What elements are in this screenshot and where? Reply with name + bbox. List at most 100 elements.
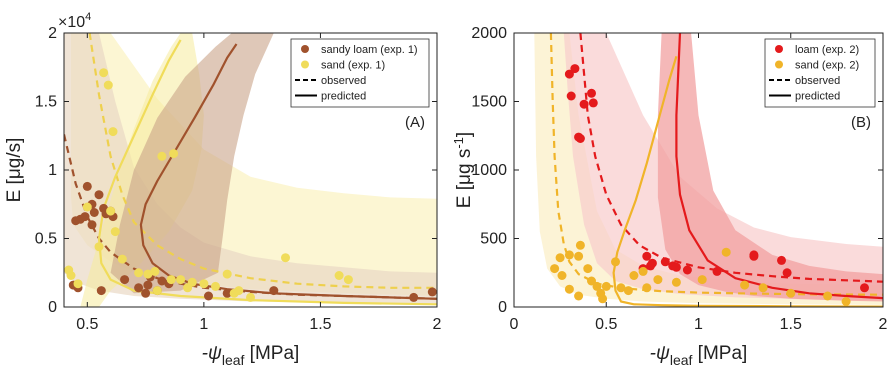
legend-label: sandy loam (exp. 1) [321,44,418,56]
y-tick-label: 1 [48,162,57,179]
legend: loam (exp. 2) sand (exp. 2) observed predic… [764,38,876,108]
data-point [671,277,681,287]
data-point [574,291,584,301]
data-point [642,283,652,293]
series-loam-exp-2 [564,64,869,293]
data-point [860,283,869,293]
data-point [117,254,127,264]
data-point [575,240,585,250]
legend-item-sand-exp-2: sand (exp. 2) [775,60,859,72]
data-point [587,88,596,98]
panel-a: 0.5 1 1.5 200.511.52×104-ψleaf [MPa]E [μg/s… [4,11,442,365]
data-point [646,261,655,271]
data-point [204,291,213,301]
legend: sandy loam (exp. 1) sand (exp. 1) observed… [290,38,430,108]
data-point [157,276,167,286]
data-point [94,190,104,200]
panel-label: (A) [405,114,425,131]
data-point [721,247,731,257]
legend-item-loam-exp-2: loam (exp. 2) [775,44,859,56]
data-point [66,271,76,280]
data-point [629,271,639,280]
y-tick-label: 500 [480,231,507,248]
y-tick-label: 0.5 [35,231,57,248]
data-point [169,149,179,159]
legend-label: observed [321,75,366,87]
data-point [682,265,692,275]
band-sandy-loam-predicted-band [110,33,274,294]
data-point [564,250,574,260]
data-point [712,266,722,276]
x-tick-label: 1 [199,316,208,333]
data-point [427,287,437,297]
y-tick-label: 1000 [471,162,507,179]
data-point [740,280,750,290]
series-sand-observed [88,33,437,289]
data-point [555,253,565,263]
data-point [334,271,344,280]
legend-item-observed: observed [769,75,840,87]
x-tick-label: 1.5 [780,316,802,333]
legend-marker [301,45,309,53]
data-point [653,275,663,285]
data-point [697,275,707,285]
data-point [176,275,186,285]
legend-label: loam (exp. 2) [795,44,859,56]
data-point [564,284,574,294]
data-point [108,127,118,137]
y-tick-label: 0 [498,299,507,316]
data-point [786,288,796,298]
data-point [557,271,567,280]
data-point [106,206,116,216]
data-point [579,99,589,109]
data-point [616,283,626,293]
legend-label: sand (exp. 2) [795,60,859,72]
data-point [671,262,681,272]
legend-item-observed: observed [295,75,366,87]
legend-label: predicted [321,91,366,103]
data-point [841,297,851,306]
data-point [73,279,83,289]
data-point [409,292,419,302]
data-point [87,220,97,230]
data-point [134,283,144,293]
x-axis-label: -ψleaf [MPa] [202,343,300,365]
panel-b: 0 0.5 1 1.5 2 0 500 1000 1500 2000 -ψleaf [MPa] E [… [451,25,887,365]
data-point [642,251,652,261]
data-point [150,266,160,276]
data-point [94,242,104,252]
series-sand-predicted [612,55,883,307]
data-point [143,280,153,290]
series-loam-predicted [675,33,883,300]
data-point [575,134,585,143]
x-axis-label: -ψleaf [MPa] [650,343,748,365]
data-point [574,251,584,261]
data-point [96,286,106,296]
data-point [89,208,99,217]
x-tick-label: 2 [879,316,887,333]
data-point [570,64,580,74]
plot-content [64,33,437,307]
data-point [110,227,120,237]
data-point [99,68,109,78]
x-tick-label: 0.5 [76,316,98,333]
data-point [588,98,598,108]
band-loam-observed-band [563,33,883,301]
y-exponent-label: ×104 [58,11,91,31]
y-tick-label: 2000 [471,25,507,42]
data-point [141,288,151,298]
y-axis-label: E [μg/s] [4,138,25,203]
legend-marker [301,60,309,69]
data-point [269,286,279,296]
data-point [566,91,576,101]
data-point [592,281,602,291]
data-point [103,80,113,90]
series-sand-exp-1 [64,68,353,302]
data-point [782,268,792,278]
band-loam-predicted-band [657,33,883,302]
series-sand-exp-2 [550,240,851,306]
legend-item-sand-exp-1: sand (exp. 1) [301,60,385,72]
data-point [211,281,220,291]
data-point [601,281,611,291]
